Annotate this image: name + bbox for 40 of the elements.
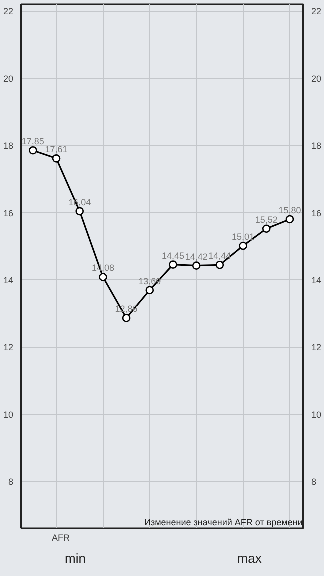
- point: [29, 146, 38, 155]
- data-label: 15,01: [232, 232, 255, 242]
- text: AFR: [52, 532, 71, 542]
- y-tick-label: 18: [3, 141, 14, 152]
- point: [52, 154, 61, 163]
- y-tick-label: 20: [3, 74, 14, 84]
- point: [99, 273, 108, 282]
- annotation: Изменение значений AFR от времени: [144, 518, 303, 528]
- y2-tick-label: 22: [312, 6, 322, 17]
- y-tick-label: 10: [3, 410, 14, 420]
- point: [192, 262, 201, 270]
- y-tick-label: 12: [3, 342, 14, 353]
- data-label: 14,44: [208, 251, 232, 262]
- data-label: 14,42: [185, 252, 208, 262]
- y-tick-label: 14: [3, 275, 14, 286]
- point: [286, 215, 294, 224]
- y2-tick-label: 12: [312, 342, 322, 353]
- y-tick-label: 16: [3, 208, 14, 218]
- point: [76, 207, 84, 216]
- y2-tick-label: 18: [312, 141, 322, 152]
- y2-tick-label: 10: [312, 410, 322, 420]
- point: [262, 224, 271, 234]
- y2-tick-label: 14: [312, 275, 322, 286]
- text: min: [64, 551, 86, 566]
- y2-tick-label: 16: [312, 208, 322, 218]
- data-label: 15,80: [278, 205, 302, 216]
- data-label: 15,52: [255, 214, 278, 225]
- point: [122, 314, 131, 322]
- point: [239, 242, 248, 250]
- data-label: 17,61: [45, 144, 68, 155]
- point: [216, 261, 224, 270]
- text: max: [237, 551, 262, 566]
- data-label: 17,85: [22, 136, 44, 147]
- y-tick-label: 22: [3, 6, 14, 17]
- y-tick-label: 8: [8, 476, 14, 487]
- y2-tick-label: 20: [312, 74, 322, 84]
- data-label: 14,45: [162, 250, 185, 261]
- y2-tick-label: 8: [312, 476, 317, 487]
- point: [169, 260, 178, 269]
- point: [146, 286, 154, 294]
